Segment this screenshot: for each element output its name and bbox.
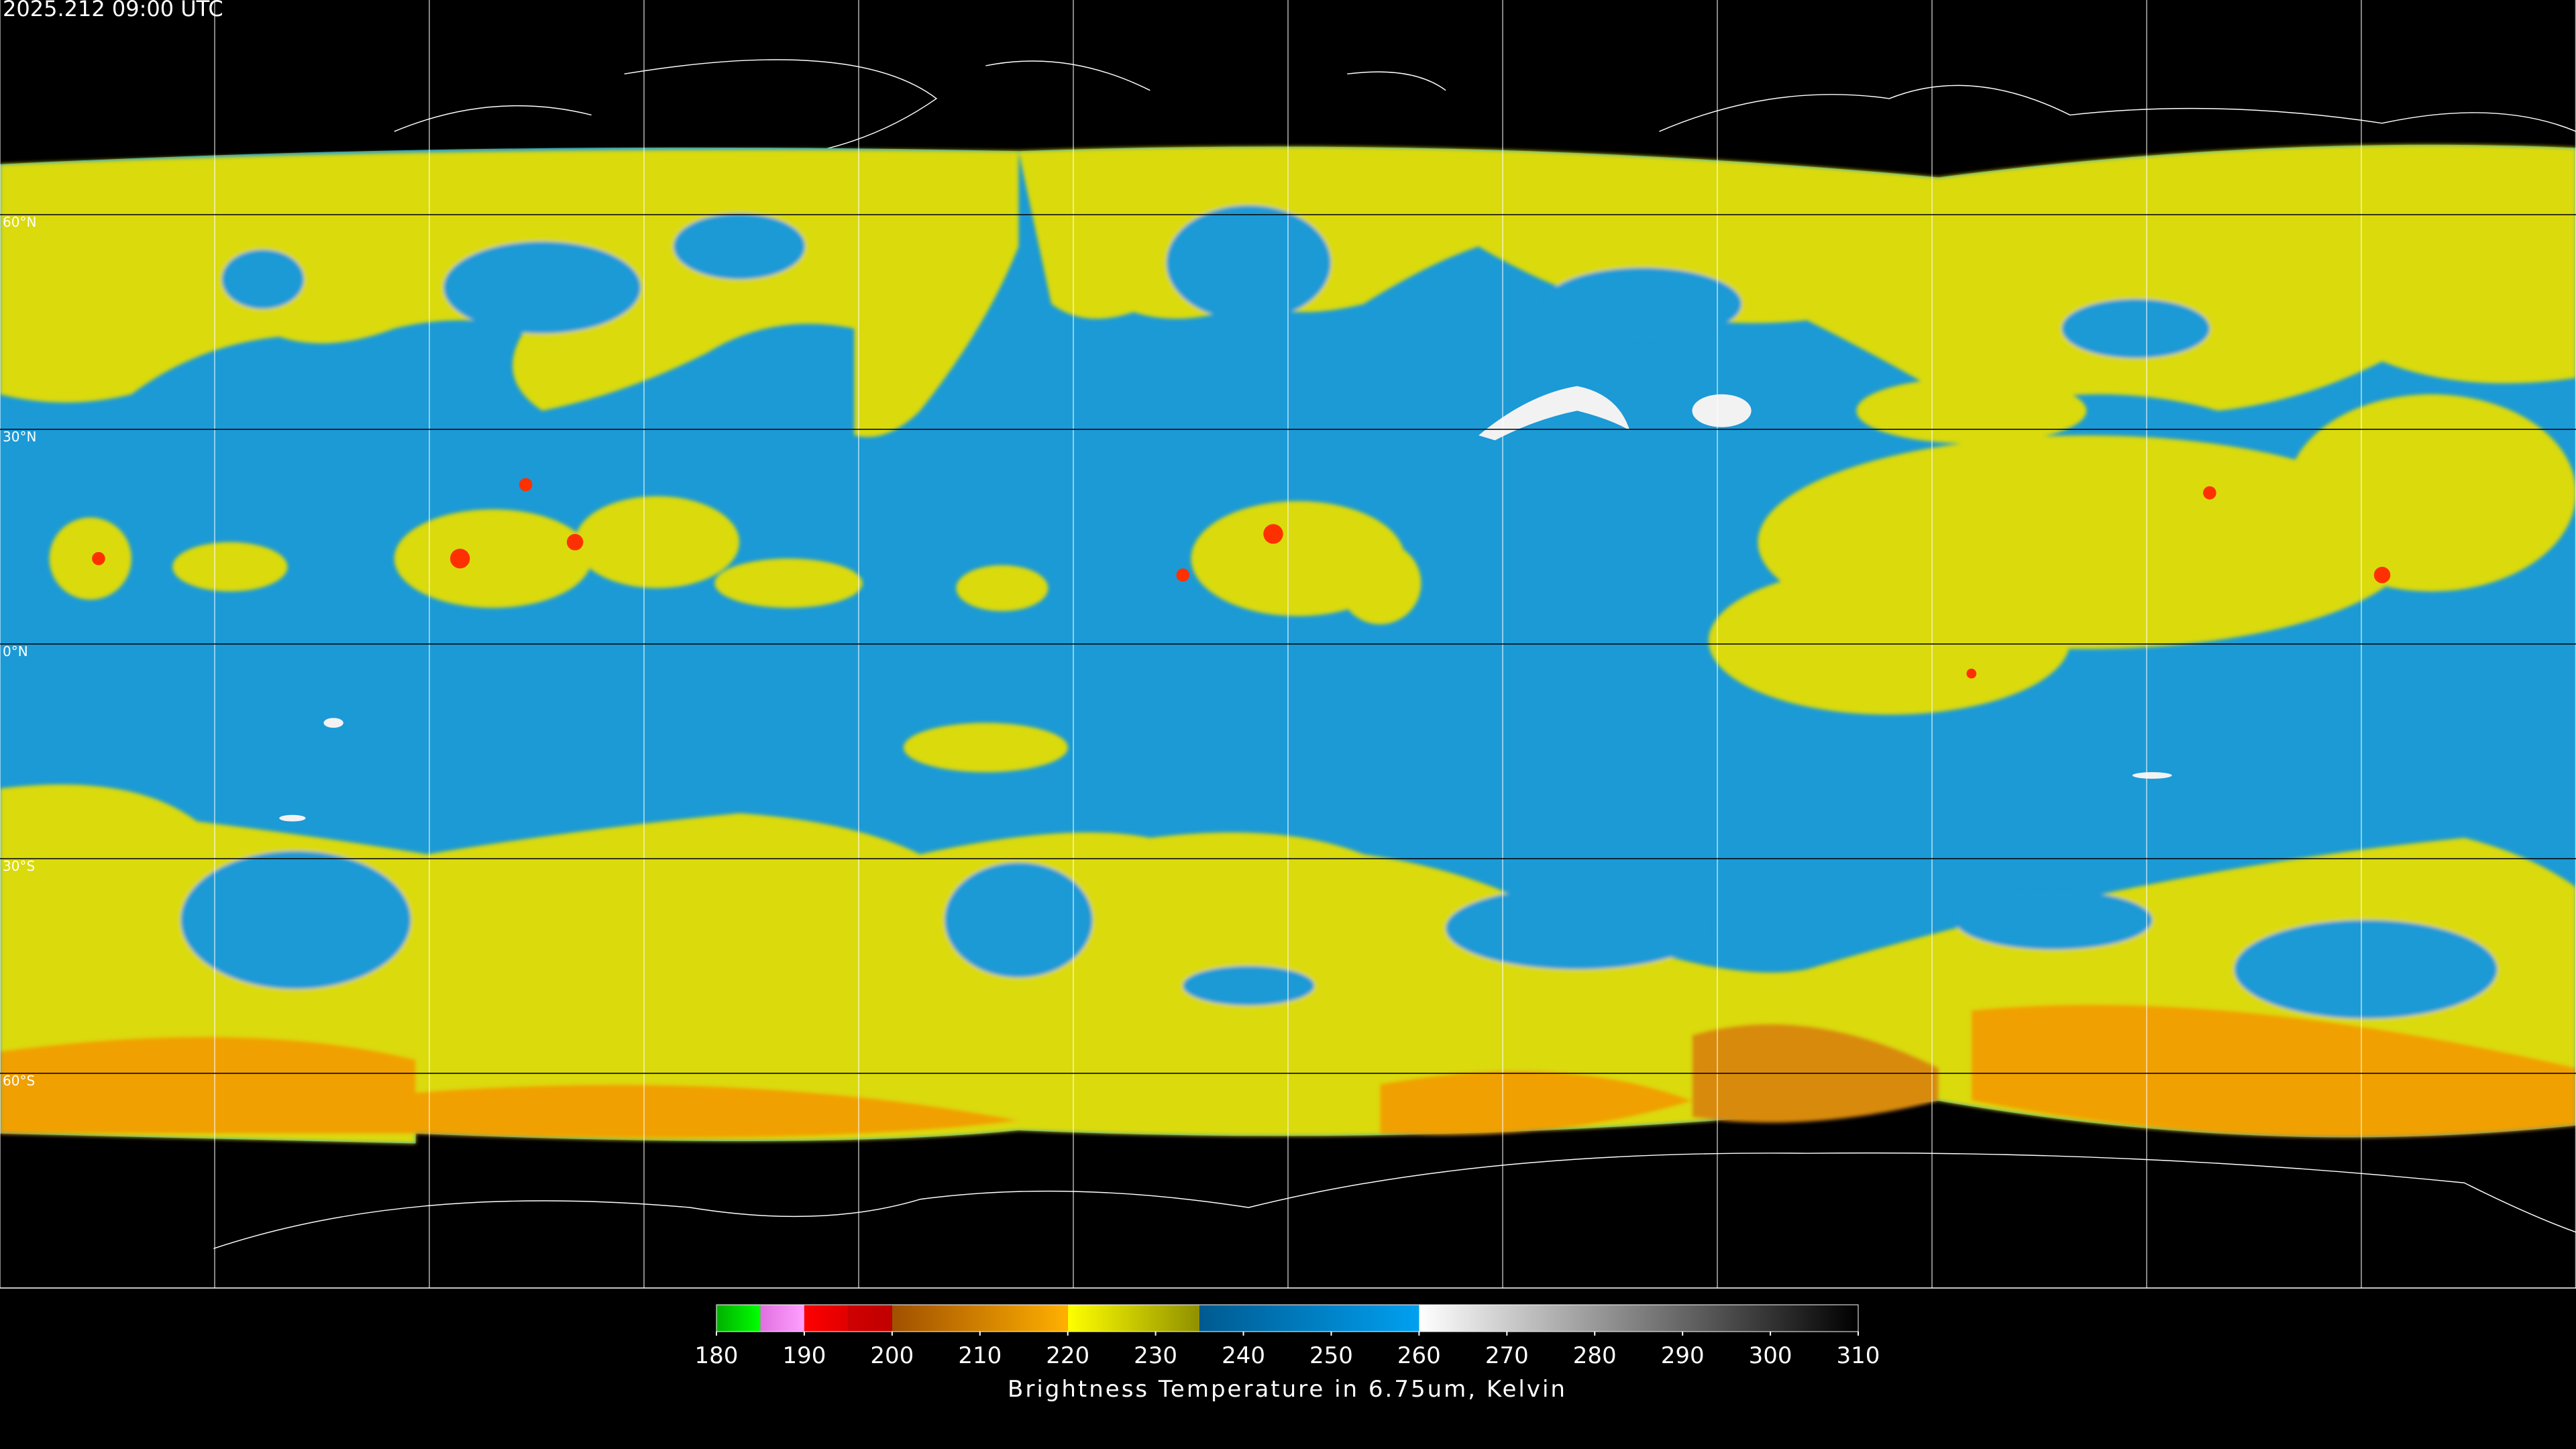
colorbar-segment xyxy=(1419,1305,1858,1332)
colorbar-tick-label: 180 xyxy=(695,1342,739,1369)
map-shape xyxy=(1176,568,1190,582)
map-shape xyxy=(566,533,584,551)
colorbar-tick-label: 230 xyxy=(1134,1342,1177,1369)
layer xyxy=(92,478,2391,679)
colorbar-tick-label: 220 xyxy=(1046,1342,1089,1369)
colorbar-tick-label: 190 xyxy=(782,1342,826,1369)
map-shape xyxy=(0,1036,416,1134)
colorbar-tick-label: 250 xyxy=(1309,1342,1353,1369)
map-shape xyxy=(394,59,2576,157)
layer: 180 190 200 210 220 230 240 250 260 270 280 290 300 3… xyxy=(695,1304,1880,1369)
latitude-label: 30°N xyxy=(3,429,36,445)
latitude-label: 60°N xyxy=(3,214,36,230)
colorbar-segment xyxy=(848,1305,892,1332)
map-shape xyxy=(945,862,1093,978)
map-shape xyxy=(575,496,740,588)
colorbar-segment xyxy=(1199,1305,1419,1332)
map-shape xyxy=(443,241,641,334)
map-shape xyxy=(180,851,411,989)
map-shape xyxy=(450,548,470,569)
map-shape xyxy=(92,551,105,566)
map-shape xyxy=(172,542,288,592)
latitude-label: 60°S xyxy=(3,1073,35,1089)
colorbar-segment xyxy=(804,1305,849,1332)
map-shape xyxy=(1971,1004,2576,1138)
colorbar-segment xyxy=(716,1305,761,1332)
map-shape xyxy=(714,558,863,608)
map-shape xyxy=(1479,386,1630,441)
map-shape xyxy=(1966,668,1977,679)
colorbar-frame xyxy=(716,1304,1859,1332)
colorbar-tick-label: 240 xyxy=(1222,1342,1265,1369)
map-shape xyxy=(221,250,305,309)
map-shape xyxy=(279,814,306,822)
map-shape xyxy=(415,1084,1019,1138)
latitude-label: 0°N xyxy=(3,643,28,659)
colorbar-tick-label: 260 xyxy=(1397,1342,1441,1369)
map-shape xyxy=(956,565,1049,612)
colorbar-tick-label: 270 xyxy=(1485,1342,1529,1369)
timestamp: 2025.212 09:00 UTC xyxy=(3,0,223,21)
colorbar-tick-label: 200 xyxy=(870,1342,914,1369)
map-shape xyxy=(1708,566,2070,715)
colorbar-tick-label: 210 xyxy=(958,1342,1002,1369)
colorbar-segment xyxy=(1067,1305,1200,1332)
map-shape xyxy=(674,213,806,280)
latitude-label: 30°S xyxy=(3,858,35,874)
colorbar-tick-label: 310 xyxy=(1837,1342,1880,1369)
colorbar-tick-label: 300 xyxy=(1749,1342,1792,1369)
map-shape xyxy=(2132,772,2172,779)
map-shape xyxy=(2287,394,2576,592)
map-shape xyxy=(1338,542,1421,625)
map-shape xyxy=(1380,1071,1693,1135)
map-shape xyxy=(2234,920,2498,1019)
map-shape xyxy=(1263,524,1283,544)
colorbar-caption: Brightness Temperature in 6.75um, Kelvin xyxy=(1008,1376,1567,1403)
colorbar-tick-label: 280 xyxy=(1573,1342,1617,1369)
map-shape xyxy=(1544,268,1741,340)
map-shape xyxy=(2203,486,2216,500)
colorbar-segment xyxy=(760,1305,804,1332)
colorbar-tick-label: 290 xyxy=(1661,1342,1705,1369)
map-shape xyxy=(1183,966,1315,1006)
map-shape xyxy=(1856,378,2087,444)
map-shape xyxy=(903,722,1068,773)
map-shape xyxy=(2373,566,2391,584)
map-shape xyxy=(1955,890,2153,950)
map-shape xyxy=(1166,205,1331,321)
map-shape xyxy=(519,478,533,492)
map-shape xyxy=(394,509,592,608)
map-shape xyxy=(1692,394,1752,427)
map-shape xyxy=(2061,299,2210,358)
colorbar-segment xyxy=(892,1305,1068,1332)
map-shape xyxy=(1446,887,1709,969)
map-shape xyxy=(323,718,343,728)
map-shape xyxy=(49,517,131,600)
